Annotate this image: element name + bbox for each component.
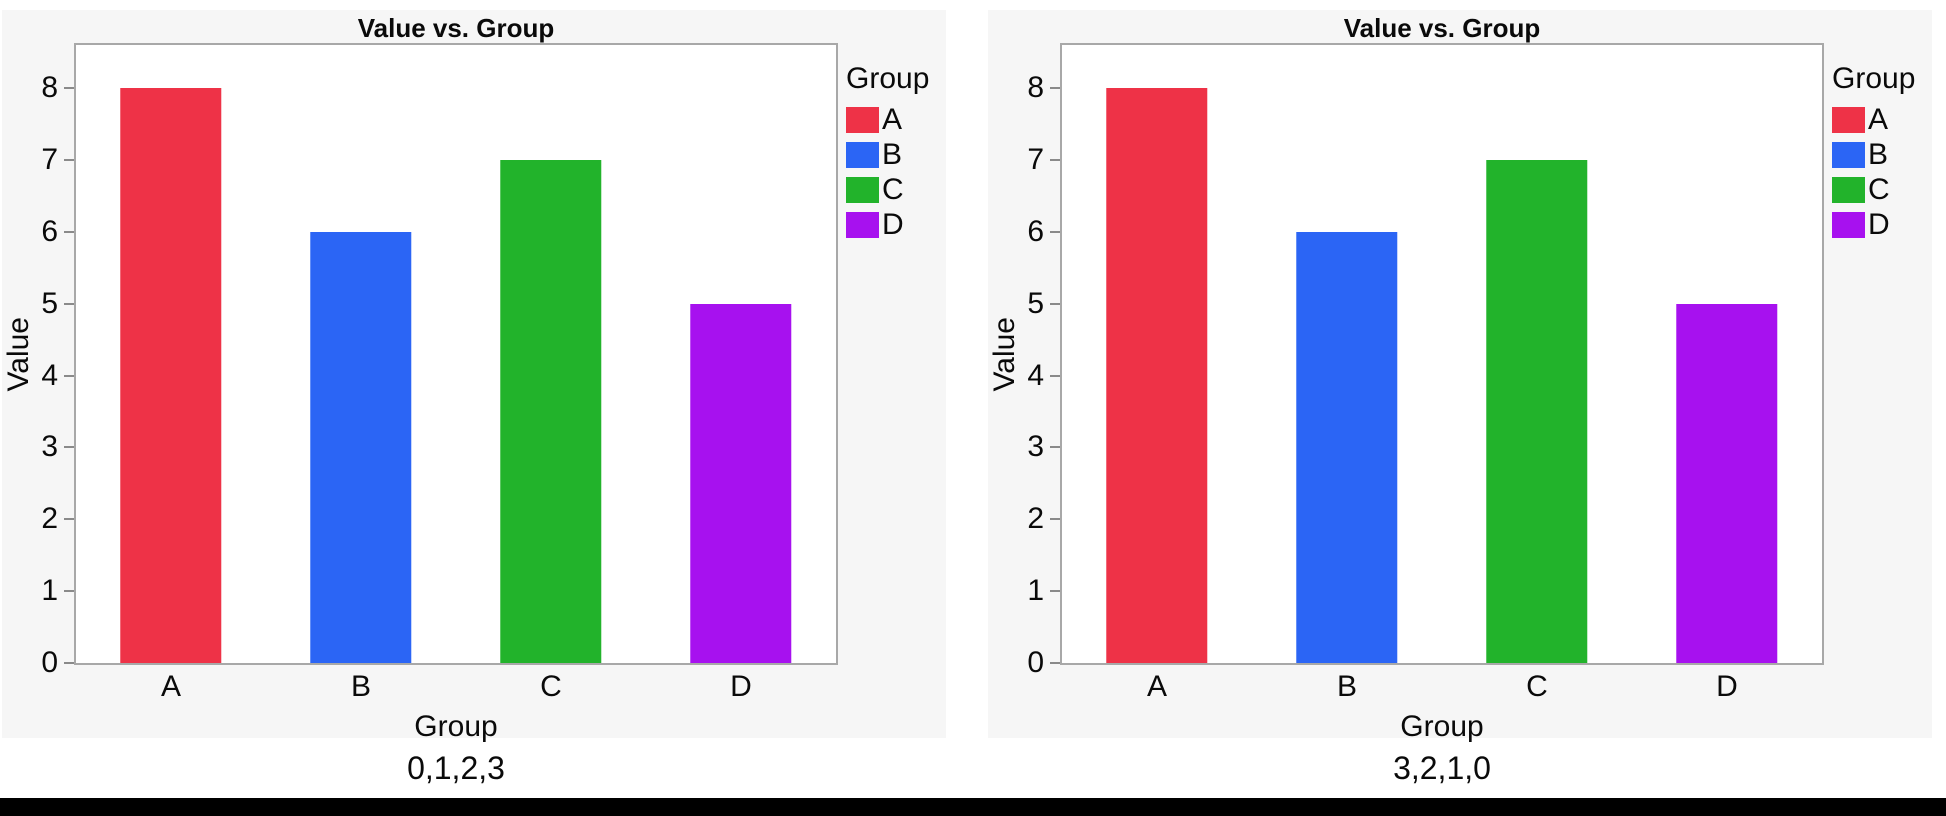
figure-caption: 0,1,2,3	[407, 750, 505, 786]
y-tick-mark-4	[64, 374, 74, 377]
y-axis-label-text: Value	[988, 316, 1021, 392]
x-tick-label-D: D	[1716, 670, 1738, 703]
legend-item-label: D	[1868, 208, 1890, 241]
y-tick-label-0: 0	[1027, 646, 1044, 679]
y-axis-label-text: Value	[2, 316, 35, 392]
legend-swatch-A[interactable]	[846, 107, 879, 133]
y-tick-mark-1	[1050, 590, 1060, 593]
legend-swatch-C[interactable]	[1832, 177, 1865, 203]
legend-item-label: A	[1868, 103, 1889, 136]
legend-item-D[interactable]: D	[846, 208, 950, 241]
x-tick-label-D: D	[730, 670, 752, 703]
y-axis-label: Value	[2, 43, 36, 665]
y-tick-label-2: 2	[41, 502, 58, 536]
y-axis-label: Value	[988, 43, 1022, 665]
y-tick-label-6: 6	[1027, 214, 1044, 248]
bar-A[interactable]	[120, 88, 222, 663]
legend-swatch-D[interactable]	[1832, 212, 1865, 238]
bar-C[interactable]	[500, 159, 602, 663]
y-tick-mark-0	[64, 662, 74, 664]
x-tick-label-B: B	[1336, 670, 1358, 703]
y-tick-label-1: 1	[1027, 574, 1044, 608]
chart-title: Value vs. Group	[1343, 13, 1541, 43]
y-tick-label-8: 8	[41, 71, 58, 105]
y-tick-label-3: 3	[1027, 430, 1044, 464]
bar-D[interactable]	[1676, 303, 1778, 663]
y-tick-label-7: 7	[1027, 142, 1044, 176]
y-tick-label-8: 8	[1027, 71, 1044, 105]
y-tick-label-6: 6	[41, 214, 58, 248]
y-tick-mark-7	[1050, 158, 1060, 161]
legend-item-B[interactable]: B	[846, 138, 950, 171]
legend-item-A[interactable]: A	[846, 103, 950, 136]
x-tick-label-A: A	[1146, 670, 1168, 703]
y-tick-mark-7	[64, 158, 74, 161]
legend-item-label: C	[1868, 173, 1890, 206]
y-tick-label-4: 4	[41, 358, 58, 392]
x-axis-label: Group	[414, 710, 498, 743]
bar-A[interactable]	[1106, 88, 1208, 663]
legend-swatch-D[interactable]	[846, 212, 879, 238]
y-tick-mark-3	[64, 446, 74, 449]
legend-title: Group	[1832, 62, 1916, 95]
y-tick-label-2: 2	[1027, 502, 1044, 536]
y-tick-label-3: 3	[41, 430, 58, 464]
legend-swatch-C[interactable]	[846, 177, 879, 203]
y-tick-label-7: 7	[41, 142, 58, 176]
y-tick-label-5: 5	[41, 286, 58, 320]
y-tick-label-4: 4	[1027, 358, 1044, 392]
y-tick-mark-2	[64, 518, 74, 521]
y-tick-mark-8	[1050, 87, 1060, 90]
y-tick-mark-6	[64, 230, 74, 233]
y-tick-mark-8	[64, 87, 74, 90]
y-tick-label-0: 0	[41, 646, 58, 679]
legend-title: Group	[846, 62, 930, 95]
legend-item-C[interactable]: C	[846, 173, 950, 206]
legend-swatch-B[interactable]	[846, 142, 879, 168]
y-tick-label-1: 1	[41, 574, 58, 608]
legend-swatch-B[interactable]	[1832, 142, 1865, 168]
y-tick-mark-2	[1050, 518, 1060, 521]
y-tick-mark-5	[64, 302, 74, 305]
legend-item-D[interactable]: D	[1832, 208, 1936, 241]
bar-B[interactable]	[1296, 231, 1398, 663]
y-tick-mark-1	[64, 590, 74, 593]
legend-item-label: B	[882, 138, 903, 171]
x-tick-label-C: C	[1526, 670, 1548, 703]
legend-item-label: B	[1868, 138, 1889, 171]
x-tick-label-B: B	[350, 670, 372, 703]
y-tick-mark-4	[1050, 374, 1060, 377]
bar-D[interactable]	[690, 303, 792, 663]
bar-C[interactable]	[1486, 159, 1588, 663]
figure-caption: 3,2,1,0	[1393, 750, 1491, 786]
legend-item-label: D	[882, 208, 904, 241]
x-tick-label-A: A	[160, 670, 182, 703]
x-tick-label-C: C	[540, 670, 562, 703]
chart-title: Value vs. Group	[357, 13, 555, 43]
legend-item-C[interactable]: C	[1832, 173, 1936, 206]
legend-swatch-A[interactable]	[1832, 107, 1865, 133]
legend-item-label: A	[882, 103, 903, 136]
x-axis-label: Group	[1400, 710, 1484, 743]
y-tick-mark-0	[1050, 662, 1060, 664]
legend-item-B[interactable]: B	[1832, 138, 1936, 171]
bottom-bar	[0, 798, 1946, 816]
y-tick-mark-3	[1050, 446, 1060, 449]
y-tick-mark-5	[1050, 302, 1060, 305]
legend-item-label: C	[882, 173, 904, 206]
legend-item-A[interactable]: A	[1832, 103, 1936, 136]
y-tick-label-5: 5	[1027, 286, 1044, 320]
y-tick-mark-6	[1050, 230, 1060, 233]
bar-B[interactable]	[310, 231, 412, 663]
